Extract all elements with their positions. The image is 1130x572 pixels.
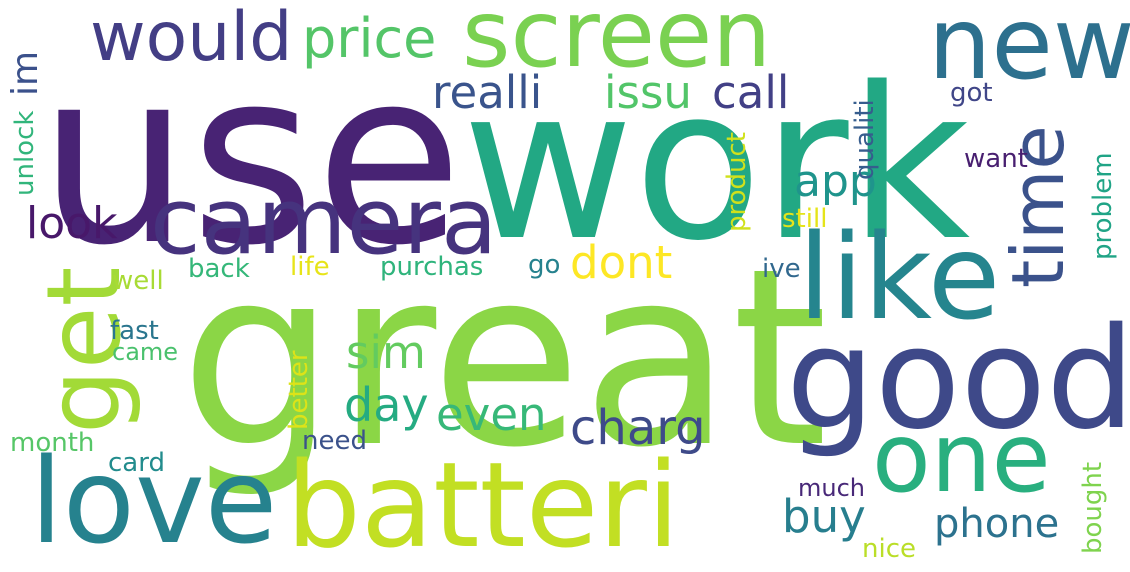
word-dont: dont	[570, 236, 673, 289]
word-much: much	[798, 474, 865, 502]
word-price: price	[302, 7, 437, 70]
word-look: look	[26, 198, 118, 249]
word-problem: problem	[1088, 152, 1118, 260]
word-im: im	[5, 50, 46, 96]
word-ive: ive	[762, 254, 801, 284]
word-great: great	[180, 216, 828, 501]
word-month: month	[10, 428, 95, 458]
word-came: came	[112, 338, 179, 366]
word-product: product	[722, 131, 752, 232]
word-qualiti: qualiti	[850, 99, 880, 180]
word-bought: bought	[1078, 461, 1108, 554]
word-day: day	[344, 378, 429, 432]
word-back: back	[188, 254, 250, 284]
word-life: life	[290, 252, 330, 282]
word-nice: nice	[862, 534, 916, 564]
word-new: new	[928, 0, 1130, 102]
word-use: use	[38, 18, 463, 298]
word-phone: phone	[934, 501, 1060, 547]
word-charg: charg	[570, 400, 706, 456]
word-sim: sim	[346, 326, 426, 379]
word-batteri: batteri	[286, 436, 680, 572]
word-good: good	[786, 298, 1130, 461]
word-love: love	[30, 432, 278, 570]
word-camera: camera	[150, 168, 498, 275]
word-issu: issu	[604, 66, 692, 119]
word-even: even	[436, 388, 547, 441]
word-go: go	[528, 250, 561, 280]
word-card: card	[108, 448, 165, 478]
word-fast: fast	[110, 316, 159, 346]
word-would: would	[90, 0, 293, 77]
word-one: one	[872, 402, 1051, 514]
word-like: like	[798, 208, 1001, 346]
word-need: need	[302, 426, 367, 456]
word-realli: realli	[432, 66, 543, 119]
word-app: app	[794, 156, 877, 207]
word-purchas: purchas	[380, 252, 484, 282]
word-want: want	[964, 144, 1028, 174]
word-still: still	[782, 204, 828, 234]
word-buy: buy	[782, 490, 866, 543]
word-got: got	[950, 78, 993, 108]
word-well: well	[112, 266, 164, 296]
word-unlock: unlock	[10, 110, 40, 196]
word-better: better	[284, 350, 314, 430]
word-call: call	[712, 66, 790, 119]
word-screen: screen	[462, 0, 772, 88]
word-work: work	[462, 42, 971, 287]
